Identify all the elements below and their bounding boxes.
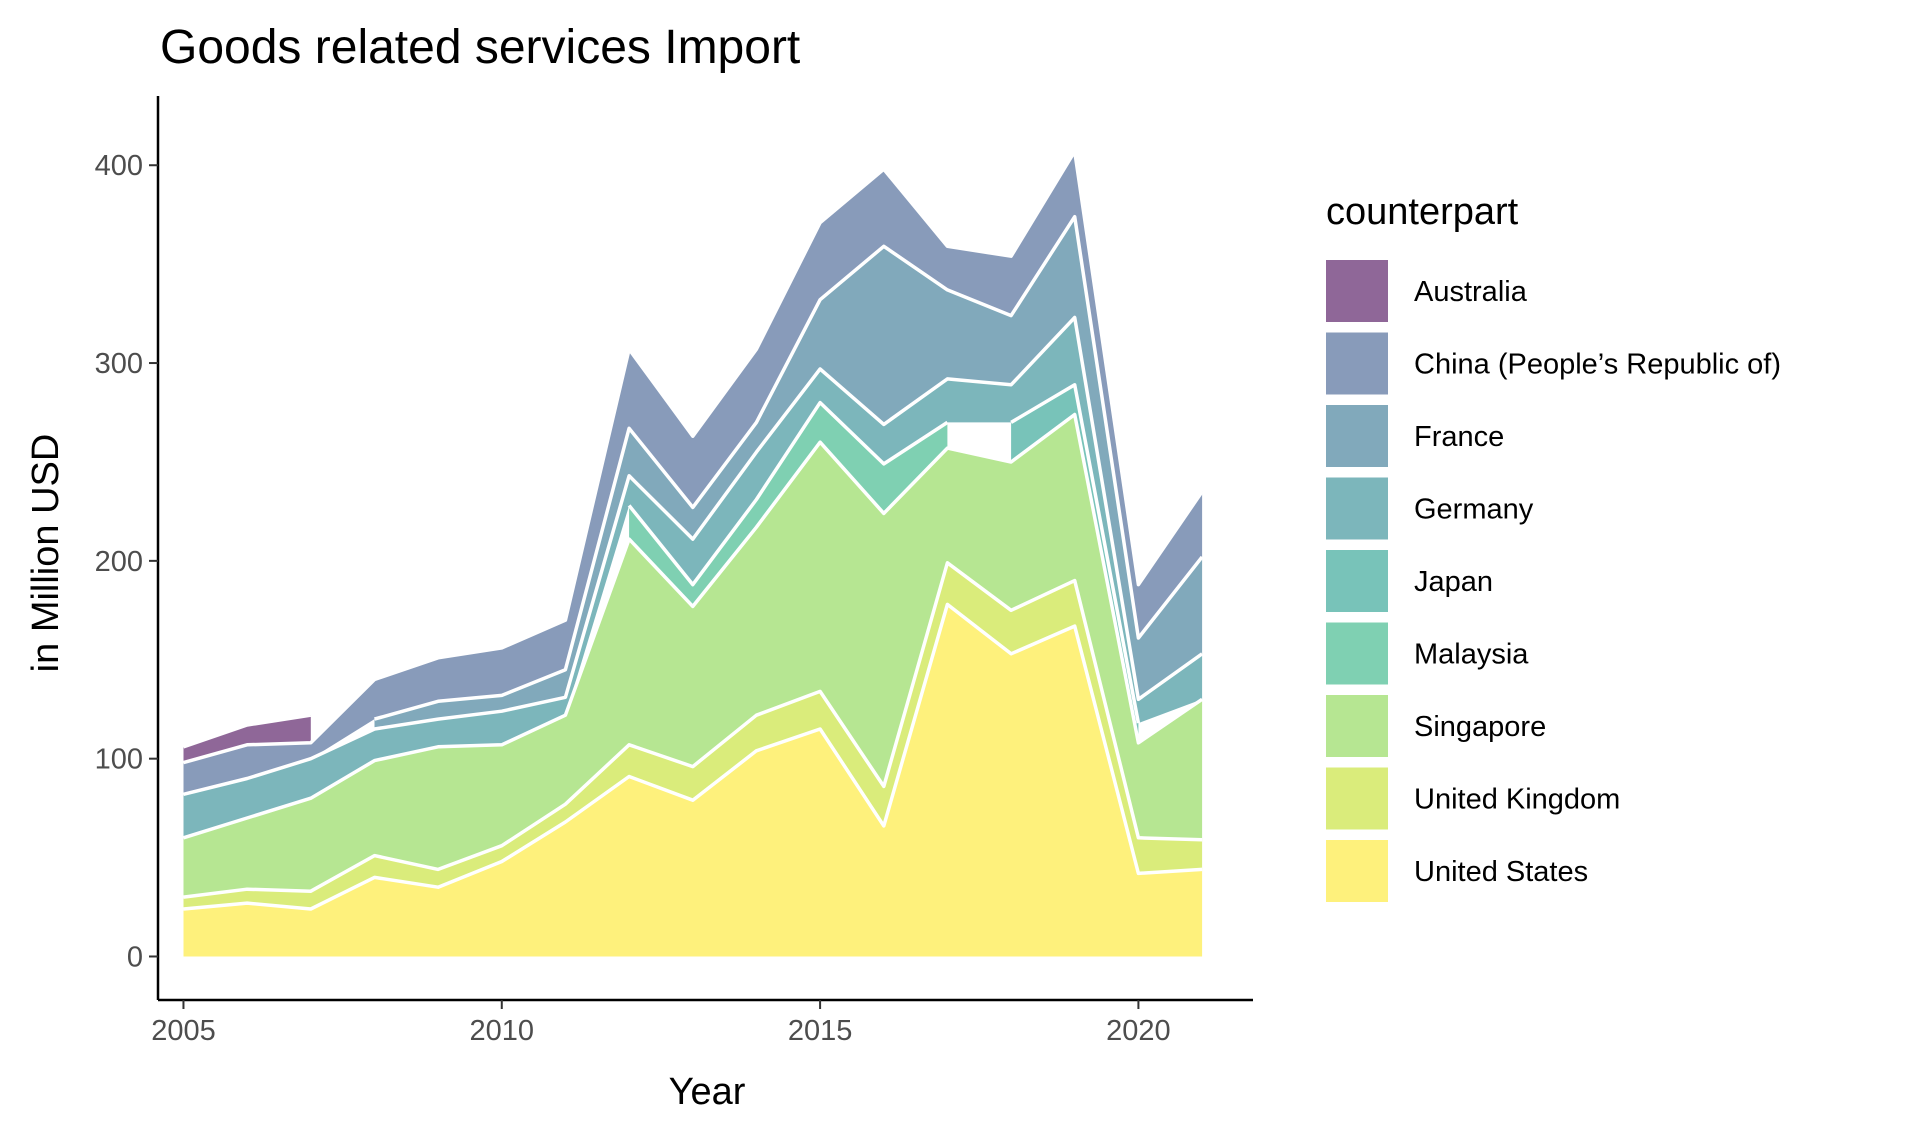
line-france (374, 214, 1204, 721)
line-malaysia (627, 400, 949, 587)
legend-swatch-china-people-s-republic-of (1326, 332, 1388, 395)
line-china-people-s-republic-of (183, 149, 1204, 765)
legend-swatch-singapore (1326, 695, 1388, 757)
legend-swatch-france (1326, 405, 1388, 467)
line-united-states (183, 602, 1203, 911)
legend-swatch-united-kingdom (1326, 767, 1388, 830)
area-malaysia (629, 402, 948, 607)
axes: 0 100 200 300 400 2005 2010 2015 2020 (95, 96, 1253, 1047)
legend-label-australia: Australia (1414, 276, 1528, 308)
chart-title: Goods related services Import (160, 21, 800, 74)
legend-label-france: France (1414, 421, 1504, 453)
legend-swatch-japan (1326, 550, 1388, 612)
line-singapore (182, 412, 1204, 840)
area-germany (183, 317, 1203, 838)
legend: counterpart Australia China (People’s Rep… (1326, 191, 1781, 902)
legend-label-japan: Japan (1414, 566, 1493, 598)
legend-label-germany: Germany (1414, 494, 1534, 526)
legend-label-malaysia: Malaysia (1414, 639, 1529, 671)
y-tick-label: 400 (95, 150, 143, 182)
x-axis-title: Year (669, 1071, 746, 1113)
legend-label-china-people-s-republic-of: China (People’s Republic of) (1414, 349, 1781, 381)
area-china-people-s-republic-of (183, 151, 1203, 795)
y-tick-label: 300 (95, 348, 143, 380)
x-tick-label: 2015 (788, 1015, 853, 1047)
y-tick-label: 0 (127, 941, 143, 973)
legend-swatch-australia (1326, 260, 1388, 322)
area-united-states (183, 604, 1203, 957)
legend-swatch-germany (1326, 477, 1388, 540)
y-tick-label: 200 (95, 546, 143, 578)
x-tick-label: 2005 (151, 1015, 216, 1047)
legend-label-singapore: Singapore (1414, 711, 1546, 743)
area-france (374, 216, 1203, 729)
line-germany (183, 315, 1204, 796)
area-singapore (183, 414, 1203, 898)
line-australia (182, 713, 312, 749)
x-tick-label: 2020 (1106, 1015, 1171, 1047)
y-axis-title: in Million USD (25, 434, 67, 673)
legend-swatch-malaysia (1326, 622, 1388, 685)
line-japan (1010, 383, 1141, 724)
line-united-kingdom (183, 561, 1203, 899)
legend-title: counterpart (1326, 191, 1519, 233)
boundary-lines (182, 149, 1204, 911)
area-layers (183, 151, 1203, 957)
legend-label-united-states: United States (1414, 856, 1588, 888)
legend-label-united-kingdom: United Kingdom (1414, 784, 1620, 816)
x-tick-label: 2010 (470, 1015, 535, 1047)
area-japan (1011, 384, 1139, 743)
y-tick-label: 100 (95, 744, 143, 776)
area-australia (183, 715, 311, 763)
legend-swatch-united-states (1326, 840, 1388, 902)
